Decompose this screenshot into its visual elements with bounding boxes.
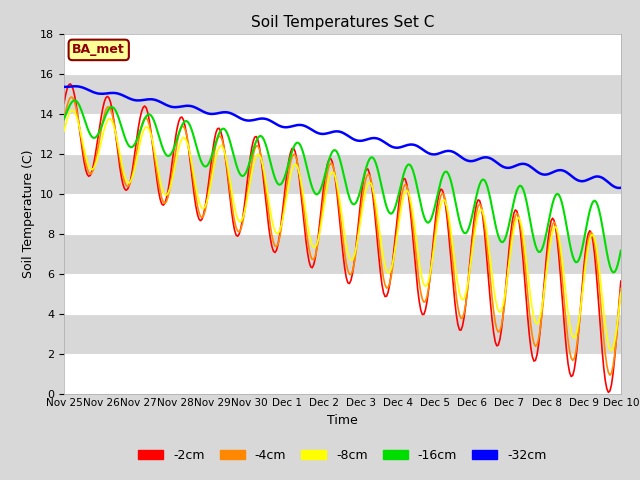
Bar <box>64 34 621 73</box>
Bar <box>64 354 621 394</box>
Bar <box>64 193 621 234</box>
Y-axis label: Soil Temperature (C): Soil Temperature (C) <box>22 149 35 278</box>
Bar <box>64 234 621 274</box>
Bar <box>64 274 621 313</box>
Legend: -2cm, -4cm, -8cm, -16cm, -32cm: -2cm, -4cm, -8cm, -16cm, -32cm <box>133 444 552 467</box>
Bar <box>64 154 621 193</box>
Bar <box>64 73 621 114</box>
Bar <box>64 114 621 154</box>
Title: Soil Temperatures Set C: Soil Temperatures Set C <box>251 15 434 30</box>
X-axis label: Time: Time <box>327 414 358 427</box>
Bar <box>64 313 621 354</box>
Text: BA_met: BA_met <box>72 43 125 56</box>
